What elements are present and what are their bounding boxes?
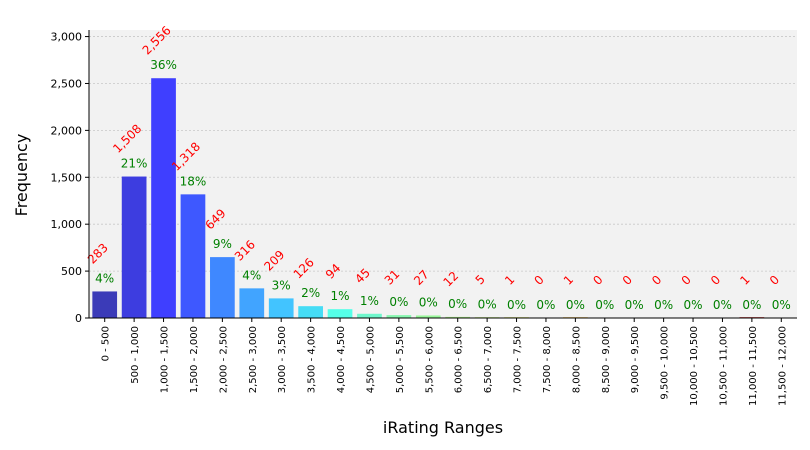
bar: [151, 78, 176, 318]
percent-label: 3%: [272, 278, 291, 292]
bar: [386, 315, 412, 318]
x-axis-title: iRating Ranges: [383, 418, 503, 437]
x-tick-label: 7,000 - 7,500: [513, 326, 524, 393]
x-tick-label: 3,000 - 3,500: [277, 326, 288, 393]
x-tick-label: 8,500 - 9,000: [601, 326, 612, 393]
percent-label: 0%: [654, 298, 673, 312]
bar: [210, 257, 235, 318]
x-tick-label: 5,000 - 5,500: [395, 326, 406, 393]
y-tick-label: 2,500: [51, 77, 83, 90]
x-tick-label: 5,500 - 6,000: [424, 326, 435, 393]
x-tick-label: 10,000 - 10,500: [689, 326, 700, 406]
x-axis-ticks: 0 - 500 500 - 1,000 1,000 - 1,500 1,500 - 2…: [101, 318, 788, 406]
bar: [268, 298, 294, 318]
x-tick-label: 7,500 - 8,000: [542, 326, 553, 393]
percent-label: 0%: [595, 298, 614, 312]
percent-label: 4%: [95, 271, 114, 285]
percent-label: 0%: [566, 298, 585, 312]
bar: [445, 316, 471, 318]
bar: [180, 194, 206, 318]
y-tick-label: 1,500: [51, 171, 83, 184]
y-axis-title: Frequency: [12, 134, 31, 217]
percent-label: 0%: [478, 298, 497, 312]
x-tick-label: 10,500 - 11,000: [718, 326, 729, 406]
y-tick-label: 3,000: [51, 31, 83, 44]
bar: [298, 306, 323, 318]
x-tick-label: 4,000 - 4,500: [336, 326, 347, 393]
y-tick-label: 1,000: [51, 218, 83, 231]
y-tick-label: 500: [61, 265, 82, 278]
x-tick-label: 3,500 - 4,000: [307, 326, 318, 393]
x-tick-label: 2,000 - 2,500: [218, 326, 229, 393]
x-tick-label: 2,500 - 3,000: [248, 326, 259, 393]
percent-label: 0%: [684, 298, 703, 312]
bar: [239, 288, 265, 318]
x-tick-label: 11,000 - 11,500: [748, 326, 759, 406]
bars: [92, 78, 765, 318]
bar: [415, 315, 441, 318]
percent-label: 2%: [301, 286, 320, 300]
bar: [327, 309, 353, 318]
percent-label: 0%: [536, 298, 555, 312]
percent-label: 4%: [242, 268, 261, 282]
x-tick-label: 9,000 - 9,500: [630, 326, 641, 393]
bar: [121, 176, 147, 318]
x-tick-label: 6,500 - 7,000: [483, 326, 494, 393]
percent-label: 1%: [360, 294, 379, 308]
y-tick-label: 2,000: [51, 124, 83, 137]
percent-label: 18%: [180, 174, 207, 188]
y-tick-label: 0: [75, 312, 82, 325]
percent-label: 0%: [713, 298, 732, 312]
bar: [357, 313, 382, 318]
x-tick-label: 1,500 - 2,000: [189, 326, 200, 393]
x-tick-label: 8,000 - 8,500: [571, 326, 582, 393]
x-tick-label: 500 - 1,000: [130, 326, 141, 384]
x-tick-label: 9,500 - 10,000: [660, 326, 671, 400]
x-tick-label: 1,000 - 1,500: [160, 326, 171, 393]
percent-label: 0%: [742, 298, 761, 312]
percent-label: 21%: [121, 157, 148, 171]
percent-label: 9%: [213, 237, 232, 251]
percent-label: 0%: [448, 297, 467, 311]
percent-label: 0%: [625, 298, 644, 312]
x-tick-label: 6,000 - 6,500: [454, 326, 465, 393]
x-tick-label: 4,500 - 5,000: [365, 326, 376, 393]
y-axis-ticks: 0 500 1,000 1,500 2,000 2,500 3,000: [51, 31, 89, 325]
gridlines: [89, 36, 797, 272]
percent-label: 1%: [331, 289, 350, 303]
plot-area: [89, 30, 797, 318]
percent-label: 0%: [389, 295, 408, 309]
x-tick-label: 0 - 500: [101, 326, 112, 361]
percent-label: 0%: [419, 295, 438, 309]
percent-label: 36%: [150, 58, 177, 72]
bar: [92, 291, 118, 318]
x-tick-label: 11,500 - 12,000: [777, 326, 788, 406]
percent-label: 0%: [507, 298, 526, 312]
percent-label: 0%: [772, 298, 791, 312]
